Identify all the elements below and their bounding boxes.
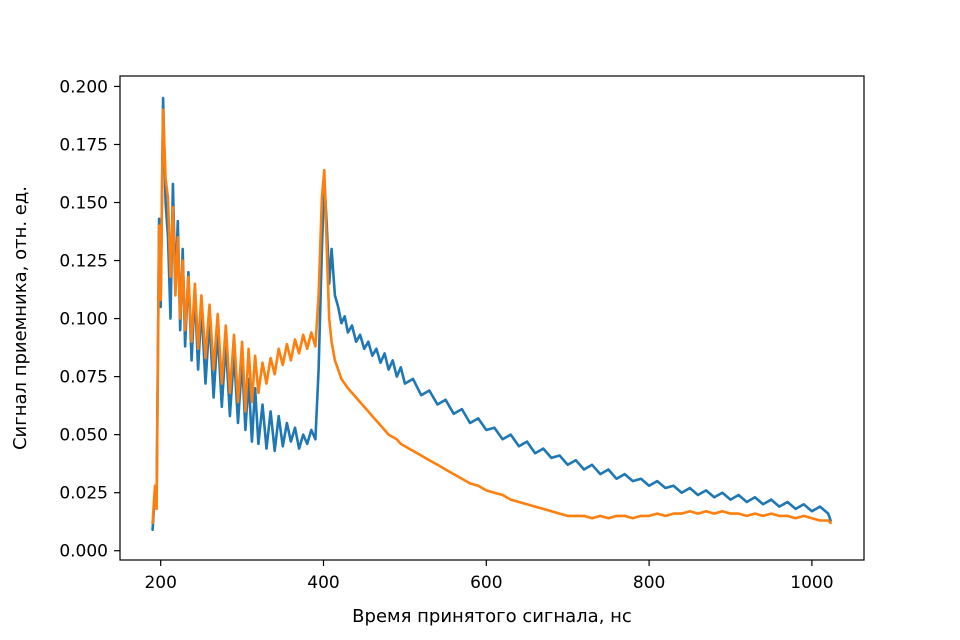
series-line-2 [151, 108, 832, 525]
y-tick-label: 0.075 [59, 368, 108, 388]
y-tick-label: 0.175 [59, 135, 108, 155]
y-axis: 0.000 0.025 0.050 0.075 0.100 0.125 0.150 0.175… [59, 77, 120, 562]
x-tick-label: 1000 [790, 573, 833, 593]
y-tick-label: 0.150 [59, 194, 108, 214]
axes-frame [119, 75, 865, 561]
x-axis: 200 400 600 800 1000 [144, 560, 834, 593]
x-tick-label: 200 [144, 573, 176, 593]
y-tick-label: 0.050 [59, 426, 108, 446]
y-axis-label: Сигнал приемника, отн. ед. [10, 186, 31, 450]
x-axis-label: Время принятого сигнала, нс [352, 606, 632, 627]
x-tick-label: 800 [633, 573, 665, 593]
y-tick-label: 0.100 [59, 310, 108, 330]
y-tick-label: 0.025 [59, 484, 108, 504]
series-line-1 [151, 96, 832, 532]
x-tick-label: 400 [307, 573, 339, 593]
y-tick-label: 0.125 [59, 252, 108, 272]
series-group [151, 96, 832, 532]
y-tick-label: 0.200 [59, 77, 108, 97]
y-tick-label: 0.000 [59, 542, 108, 562]
x-tick-label: 600 [470, 573, 502, 593]
